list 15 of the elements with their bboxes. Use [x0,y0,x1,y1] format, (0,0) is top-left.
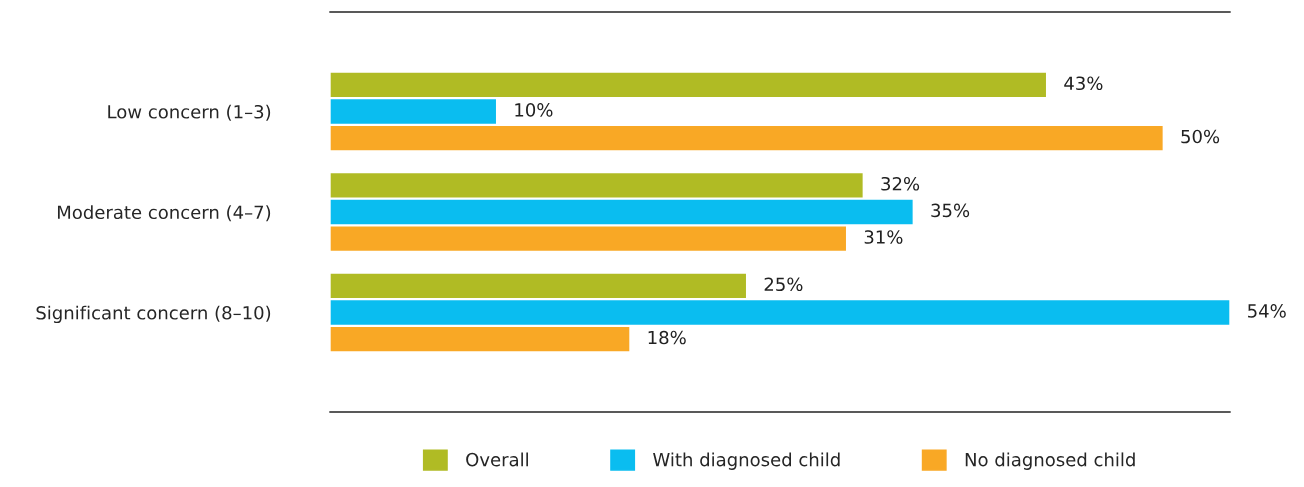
data-label: 35% [931,203,970,218]
legend-label: No diagnosed child [965,452,1135,470]
data-label: 43% [1064,76,1103,91]
legend-label: Overall [466,452,528,467]
data-label: 54% [1248,304,1286,318]
data-label: 10% [515,103,553,117]
y-tick-label: Significant concern (8–10) [36,305,271,324]
data-label: 18% [648,330,686,345]
data-label: 32% [881,176,920,191]
y-tick-label: Moderate concern (4–7) [57,205,271,222]
data-label: 50% [1181,129,1220,144]
data-label: 31% [864,230,903,244]
legend-label: With diagnosed child [653,452,840,470]
data-label: 25% [764,277,803,292]
y-tick-label: Low concern (1–3) [108,104,271,121]
